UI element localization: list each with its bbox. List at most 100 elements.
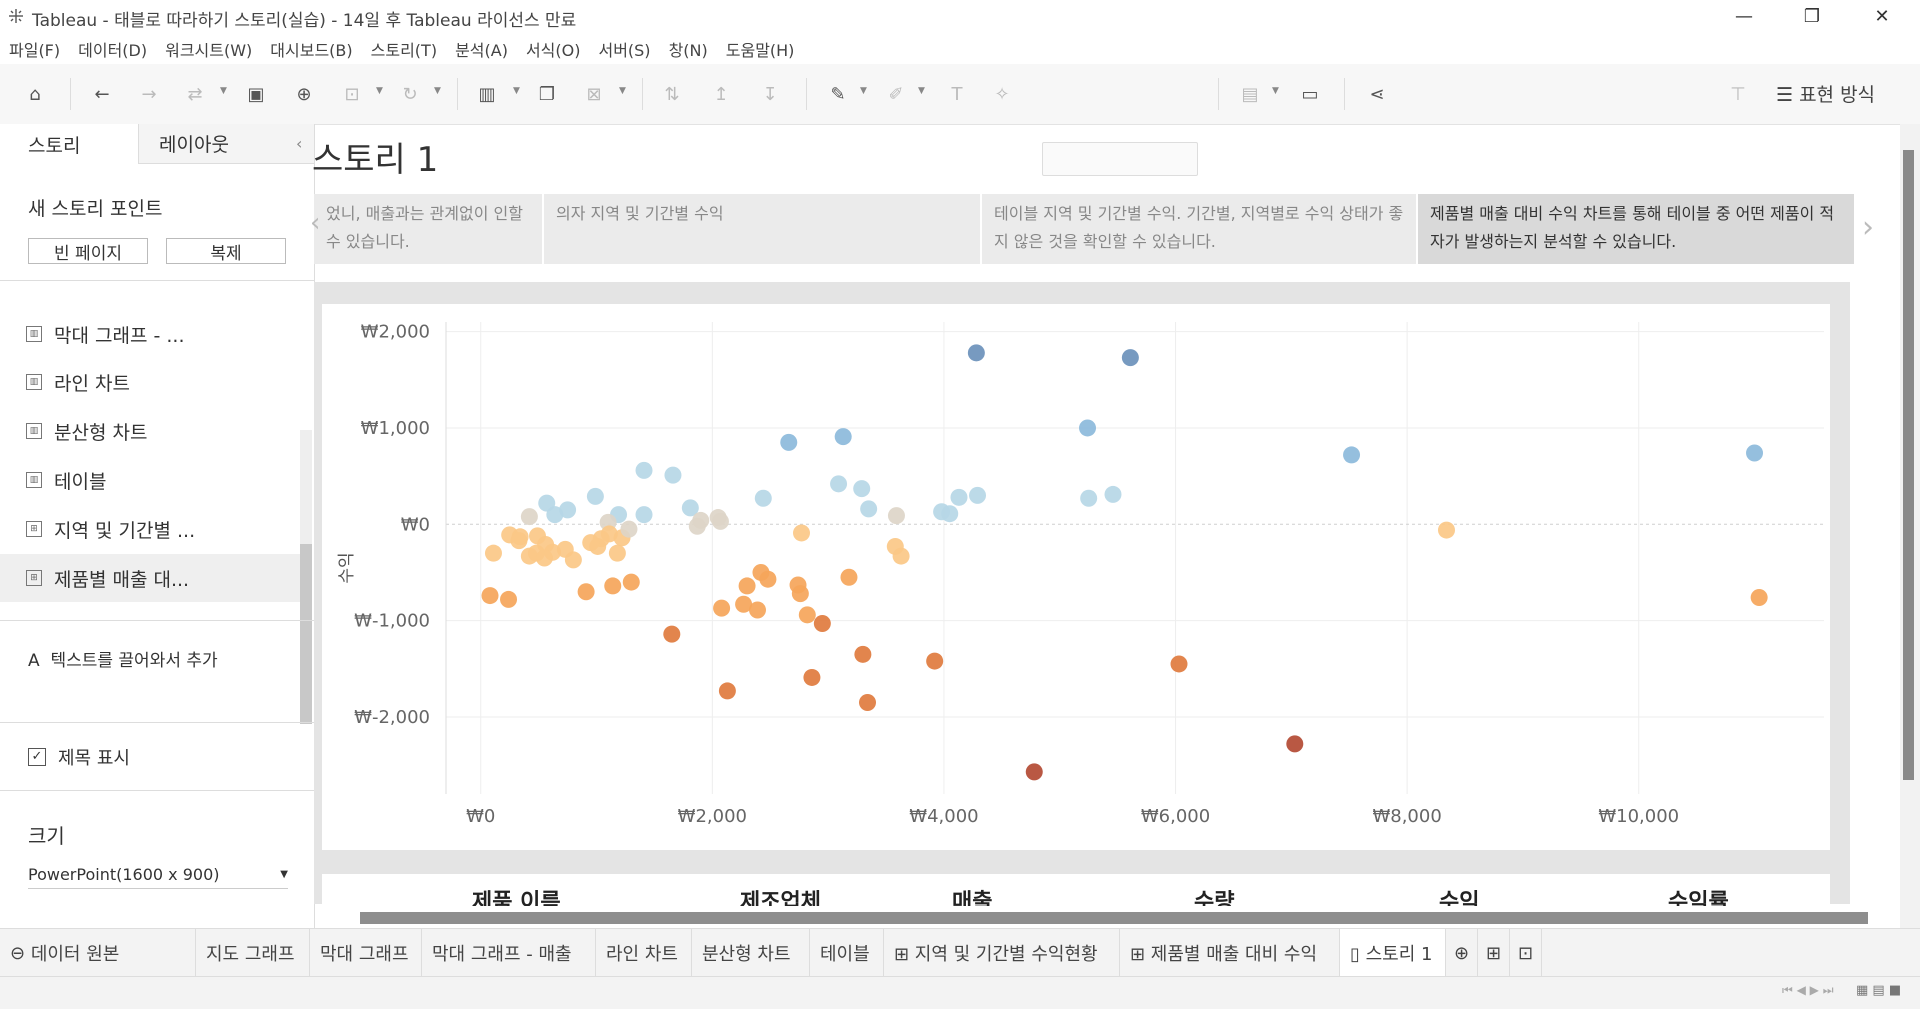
sheet-icon: ▥	[26, 374, 42, 390]
attach-icon[interactable]: ✐	[888, 83, 904, 105]
duplicate-icon[interactable]: ❐	[538, 83, 556, 105]
presentation-icon[interactable]: ▭	[1301, 83, 1319, 105]
tab-layout[interactable]: 레이아웃	[138, 124, 314, 164]
size-label: 크기	[28, 824, 65, 848]
sheet-item-bar-chart[interactable]: ▥ 막대 그래프 - ...	[0, 310, 300, 358]
scatter-point	[791, 585, 809, 603]
tab-story[interactable]: 스토리	[0, 124, 138, 164]
swap-icon[interactable]: ⇄	[187, 83, 203, 105]
menu-window[interactable]: 창(N)	[668, 40, 708, 60]
extract-icon[interactable]: ⊡	[344, 83, 360, 105]
present-mode-button[interactable]: ☰ 표현 방식	[1776, 80, 1875, 107]
tab-label: 데이터 원본	[30, 944, 120, 965]
clear-icon[interactable]: ⊠	[586, 83, 602, 105]
sheet-label: 지역 및 기간별 ...	[54, 519, 196, 542]
save-icon[interactable]: ▣	[247, 83, 265, 105]
tab-sheet[interactable]: 막대 그래프 - 매출	[422, 929, 596, 977]
chevron-left-icon[interactable]: ‹	[310, 208, 321, 238]
blank-page-button[interactable]: 빈 페이지	[28, 238, 148, 264]
new-story-icon[interactable]: ⊡	[1510, 929, 1542, 977]
drag-text-label: 텍스트를 끌어와서 추가	[50, 651, 218, 671]
menu-help[interactable]: 도움말(H)	[725, 40, 795, 60]
swap-axes-icon[interactable]: ⇅	[664, 83, 680, 105]
view-toggle-icon[interactable]: ▦ ▤ ■	[1856, 983, 1902, 998]
menu-dashboard[interactable]: 대시보드(B)	[270, 40, 353, 60]
menu-data[interactable]: 데이터(D)	[78, 40, 148, 60]
sheet-label: 막대 그래프 - ...	[54, 324, 185, 347]
y-tick-label: ₩-1,000	[354, 611, 430, 632]
sheet-item-region-dashboard[interactable]: ⊞ 지역 및 기간별 ...	[0, 505, 300, 553]
sheet-icon: ▥	[26, 326, 42, 342]
size-dropdown[interactable]: PowerPoint(1600 x 900) ▼	[28, 860, 288, 889]
label-icon[interactable]: T	[951, 83, 963, 105]
home-icon[interactable]: ⌂	[29, 83, 41, 105]
sheet-item-table[interactable]: ▥ 테이블	[0, 456, 300, 504]
sort-asc-icon[interactable]: ↥	[713, 83, 729, 105]
menu-worksheet[interactable]: 워크시트(W)	[165, 40, 253, 60]
sort-desc-icon[interactable]: ↧	[762, 83, 778, 105]
tab-sheet[interactable]: 라인 차트	[596, 929, 692, 977]
duplicate-button[interactable]: 복제	[166, 238, 286, 264]
tab-story[interactable]: ▯ 스토리 1	[1340, 929, 1446, 977]
pin-icon[interactable]: ✧	[994, 83, 1010, 105]
sheet-icon: ▥	[26, 423, 42, 439]
new-dashboard-icon[interactable]: ⊞	[1478, 929, 1510, 977]
new-data-icon[interactable]: ⊕	[296, 83, 312, 105]
sheet-item-line-chart[interactable]: ▥ 라인 차트	[0, 358, 300, 406]
drag-text-item[interactable]: A 텍스트를 끌어와서 추가	[28, 646, 218, 671]
story-point-4[interactable]: 제품별 매출 대비 수익 차트를 통해 테이블 중 어떤 제품이 적자가 발생하…	[1418, 194, 1854, 264]
collapse-panel-icon[interactable]: ‹	[296, 134, 303, 153]
tab-dashboard[interactable]: ⊞ 지역 및 기간별 수익현황	[884, 929, 1120, 977]
table-header: 수익	[1439, 890, 1480, 906]
story-point-2[interactable]: 의자 지역 및 기간별 수익	[544, 194, 980, 264]
scatter-point	[840, 568, 858, 586]
x-tick-label: ₩10,000	[1598, 806, 1679, 827]
tab-dashboard[interactable]: ⊞ 제품별 매출 대비 수익	[1120, 929, 1340, 977]
tab-sheet[interactable]: 막대 그래프	[310, 929, 422, 977]
minimize-button[interactable]: —	[1735, 6, 1753, 27]
menu-analysis[interactable]: 분석(A)	[455, 40, 508, 60]
story-point-1[interactable]: 었니, 매출과는 관계없이 인할 수 있습니다.	[314, 194, 542, 264]
scatter-point	[1286, 735, 1304, 753]
highlight-icon[interactable]: ✎	[830, 83, 846, 105]
menu-server[interactable]: 서버(S)	[598, 40, 651, 60]
panel-scrollbar-thumb[interactable]	[300, 544, 312, 724]
sheet-item-product-dashboard[interactable]: ⊞ 제품별 매출 대...	[0, 554, 300, 602]
sheet-item-scatter-chart[interactable]: ▥ 분산형 차트	[0, 407, 300, 455]
sheet-nav-icon[interactable]: ⏮ ◀ ▶ ⏭	[1782, 983, 1834, 997]
chart-icon[interactable]: ▤	[1241, 83, 1259, 105]
scatter-point	[926, 652, 944, 670]
format-painter-icon[interactable]: ⊤	[1730, 83, 1746, 105]
show-title-checkbox[interactable]: ✓ 제목 표시	[28, 744, 130, 770]
chevron-right-icon[interactable]: ›	[1862, 210, 1874, 245]
new-sheet-icon[interactable]: ▥	[478, 83, 496, 105]
menu-story[interactable]: 스토리(T)	[370, 40, 438, 60]
redo-icon[interactable]: →	[141, 83, 157, 105]
tab-sheet[interactable]: 분산형 차트	[692, 929, 810, 977]
new-sheet-icon[interactable]: ⊕	[1446, 929, 1478, 977]
fit-dropdown[interactable]	[1042, 142, 1198, 176]
scatter-point	[520, 508, 538, 526]
sheet-label: 테이블	[54, 470, 107, 493]
y-tick-label: ₩1,000	[361, 418, 430, 439]
scatter-point	[604, 577, 622, 595]
tab-sheet[interactable]: 테이블	[810, 929, 884, 977]
restore-button[interactable]: ❐	[1803, 6, 1821, 27]
menu-file[interactable]: 파일(F)	[9, 40, 61, 60]
tab-sheet[interactable]: 지도 그래프	[196, 929, 310, 977]
scatter-chart[interactable]: ₩0 ₩2,000 ₩4,000 ₩6,000 ₩8,000 ₩10,000 ₩2,000 ₩…	[322, 304, 1830, 850]
scatter-point	[635, 461, 653, 479]
refresh-icon[interactable]: ↻	[402, 83, 418, 105]
story-point-3[interactable]: 테이블 지역 및 기간별 수익. 기간별, 지역별로 수익 상태가 좋지 않은 …	[982, 194, 1416, 264]
tab-data-source[interactable]: ⊖ 데이터 원본	[0, 929, 196, 977]
close-button[interactable]: ✕	[1874, 6, 1890, 27]
scatter-point	[622, 573, 640, 591]
chevron-down-icon: ▼	[280, 868, 288, 880]
share-icon[interactable]: ⋖	[1369, 83, 1385, 105]
undo-icon[interactable]: ←	[94, 83, 110, 105]
vertical-scrollbar-thumb[interactable]	[1903, 150, 1914, 780]
table-header: 제품 이름	[472, 890, 561, 906]
menu-format[interactable]: 서식(O)	[525, 40, 581, 60]
scatter-point	[754, 489, 772, 507]
horizontal-scrollbar[interactable]	[360, 912, 1868, 924]
